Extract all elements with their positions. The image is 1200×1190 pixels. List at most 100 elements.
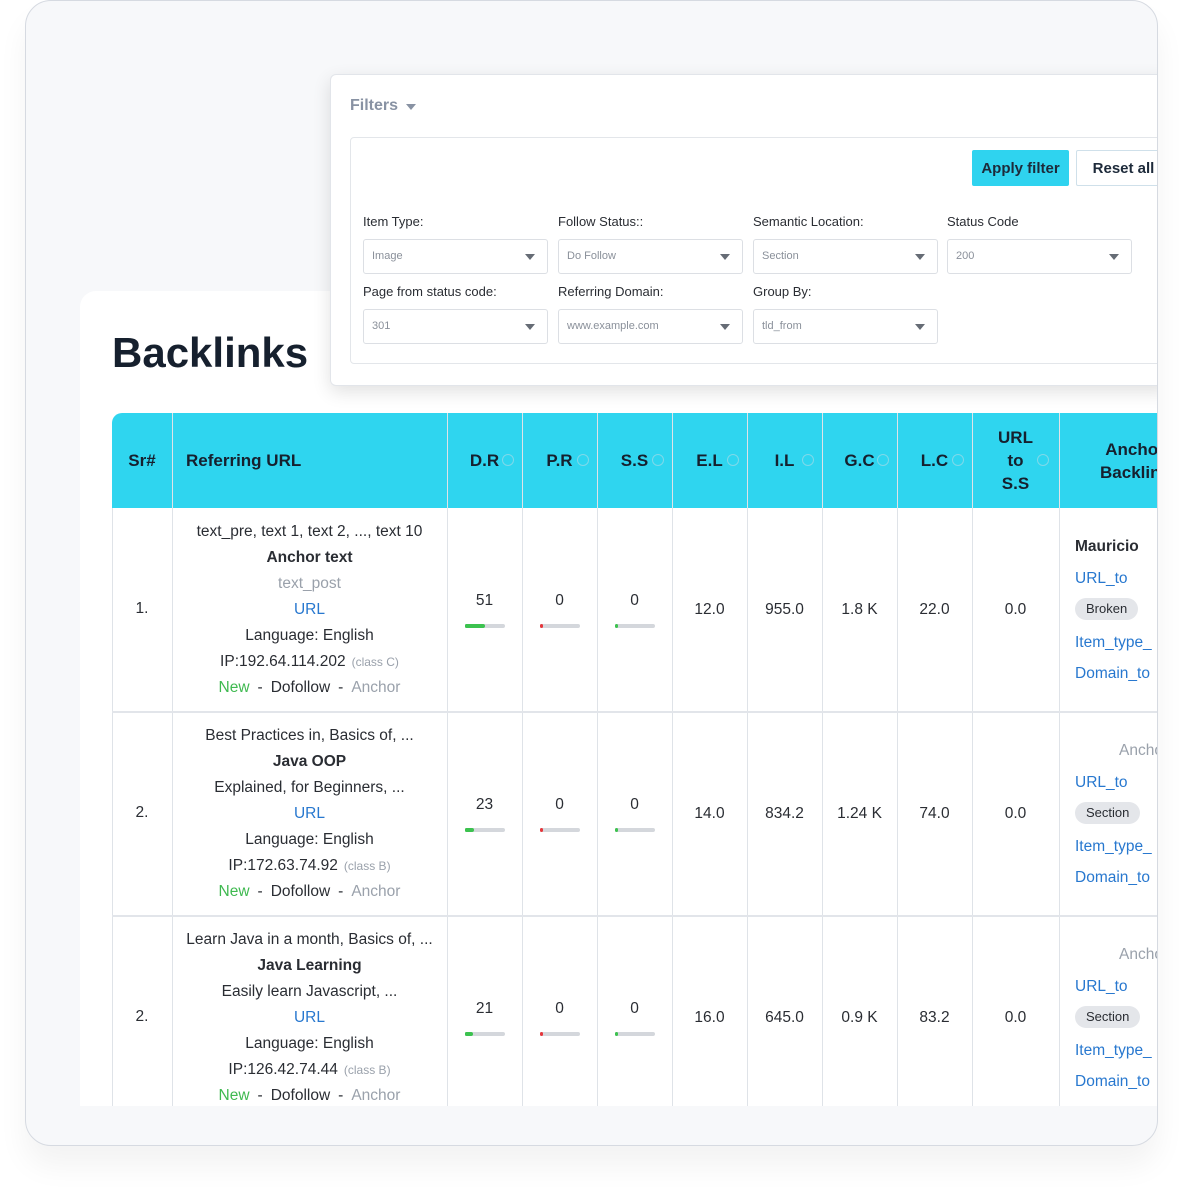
- filter-label: Referring Domain:: [558, 284, 664, 299]
- filters-toggle[interactable]: Filters: [350, 97, 399, 114]
- filter-value: 301: [372, 320, 391, 332]
- text-post: Easily learn Javascript, ...: [221, 983, 398, 1000]
- text-pre: Learn Java in a month, Basics of, ...: [186, 931, 433, 948]
- status: New: [218, 1087, 250, 1104]
- page-title: Backlinks: [112, 329, 309, 376]
- url-link[interactable]: URL: [293, 805, 325, 822]
- ip-class: (class C): [351, 655, 399, 669]
- anchor-text: Java Learning: [257, 957, 362, 974]
- column-header: G.C: [844, 451, 875, 470]
- url_ss-value: 0.0: [1004, 1009, 1027, 1026]
- text-pre: Best Practices in, Basics of, ...: [205, 727, 414, 744]
- il-value: 955.0: [765, 601, 804, 618]
- progress-track: [465, 828, 505, 832]
- follow: Dofollow: [270, 679, 331, 696]
- apply-button[interactable]: Apply filter: [972, 150, 1069, 186]
- filter-select[interactable]: 200: [947, 239, 1132, 274]
- progress-track: [615, 1032, 655, 1036]
- column-header: Referring URL: [186, 451, 302, 470]
- kind: Anchor: [351, 1087, 401, 1104]
- url-link[interactable]: URL: [293, 1009, 325, 1026]
- text-post: Explained, for Beginners, ...: [214, 779, 405, 796]
- separator: -: [338, 883, 344, 900]
- reset-button[interactable]: Reset all: [1076, 150, 1157, 186]
- filter-value: www.example.com: [567, 320, 659, 332]
- column-divider: [822, 413, 823, 1106]
- filter-value: 200: [956, 250, 975, 262]
- progress-track: [615, 624, 655, 628]
- filter-value: Do Follow: [567, 250, 616, 262]
- column-divider: [672, 413, 673, 1106]
- filter-select[interactable]: Section: [753, 239, 938, 274]
- filter-value: Image: [372, 250, 403, 262]
- filter-label: Group By:: [753, 284, 812, 299]
- separator: -: [257, 679, 263, 696]
- filter-value: Section: [762, 250, 799, 262]
- follow: Dofollow: [270, 883, 331, 900]
- kind: Anchor: [351, 679, 401, 696]
- table-left-border: [112, 508, 113, 1106]
- filter-select[interactable]: Image: [363, 239, 548, 274]
- separator: -: [338, 679, 344, 696]
- filter-label: Follow Status::: [558, 214, 644, 229]
- progress-track: [540, 624, 580, 628]
- dr-value: 21: [475, 1000, 494, 1017]
- frame: Backlinks Sr# Referring URL D.R P.R S.S E.L I.L…: [25, 0, 1158, 1146]
- language: Language: English: [245, 1035, 374, 1052]
- text-post: text_post: [278, 575, 341, 592]
- column-header: I.L: [774, 451, 795, 470]
- progress-fill: [465, 624, 486, 628]
- url_ss-value: 0.0: [1004, 601, 1027, 618]
- ip-address: IP:172.63.74.92: [228, 857, 338, 874]
- row-divider: [112, 711, 1157, 713]
- gc-value: 0.9 K: [841, 1009, 878, 1026]
- url-link[interactable]: URL: [293, 601, 325, 618]
- url_ss-value: 0.0: [1004, 805, 1027, 822]
- separator: -: [338, 1087, 344, 1104]
- status-line: New - Dofollow - Anchor: [172, 1087, 447, 1105]
- info-icon: [802, 454, 814, 466]
- progress-cap: [615, 624, 618, 628]
- lc-value: 22.0: [919, 601, 950, 618]
- ip-address: IP:192.64.114.202: [220, 653, 346, 670]
- info-icon: [577, 454, 589, 466]
- domain-link[interactable]: Domain_to: [1075, 1073, 1150, 1090]
- gc-value: 1.24 K: [837, 805, 882, 822]
- anchor-name: Anchor: [1119, 946, 1157, 963]
- el-value: 14.0: [694, 805, 725, 822]
- info-icon: [877, 454, 889, 466]
- column-header: URL to S.S: [998, 428, 1033, 493]
- language: Language: English: [245, 627, 374, 644]
- column-header: Anchor Backlink: [1100, 439, 1158, 482]
- ip-class: (class B): [343, 1063, 391, 1077]
- filter-label: Status Code: [947, 214, 1019, 229]
- info-icon: [652, 454, 664, 466]
- item-type-link[interactable]: Item_type_: [1075, 1042, 1152, 1059]
- status-line: New - Dofollow - Anchor: [172, 679, 447, 697]
- info-icon: [1037, 454, 1049, 466]
- filter-select[interactable]: Do Follow: [558, 239, 743, 274]
- table-header: [112, 413, 1157, 508]
- info-icon: [952, 454, 964, 466]
- badge: Broken: [1075, 598, 1139, 620]
- item-type-link[interactable]: Item_type_: [1075, 838, 1152, 855]
- referring-cell: Best Practices in, Basics of, ... Java OO…: [172, 712, 447, 916]
- row-divider: [112, 915, 1157, 917]
- ss-value: 0: [630, 592, 639, 609]
- pr-value: 0: [555, 1000, 564, 1017]
- url-to-link[interactable]: URL_to: [1075, 978, 1128, 995]
- column-divider: [747, 413, 748, 1106]
- status-line: New - Dofollow - Anchor: [172, 883, 447, 901]
- filter-label: Semantic Location:: [753, 214, 864, 229]
- status: New: [218, 679, 250, 696]
- domain-link[interactable]: Domain_to: [1075, 665, 1150, 682]
- referring-cell: text_pre, text 1, text 2, ..., text 10 An…: [172, 508, 447, 712]
- url-to-link[interactable]: URL_to: [1075, 774, 1128, 791]
- item-type-link[interactable]: Item_type_: [1075, 634, 1152, 651]
- url-to-link[interactable]: URL_to: [1075, 570, 1128, 587]
- filter-select[interactable]: 301: [363, 309, 548, 344]
- filter-select[interactable]: tld_from: [753, 309, 938, 344]
- anchor-text: Java OOP: [272, 753, 347, 770]
- filter-select[interactable]: www.example.com: [558, 309, 743, 344]
- domain-link[interactable]: Domain_to: [1075, 869, 1150, 886]
